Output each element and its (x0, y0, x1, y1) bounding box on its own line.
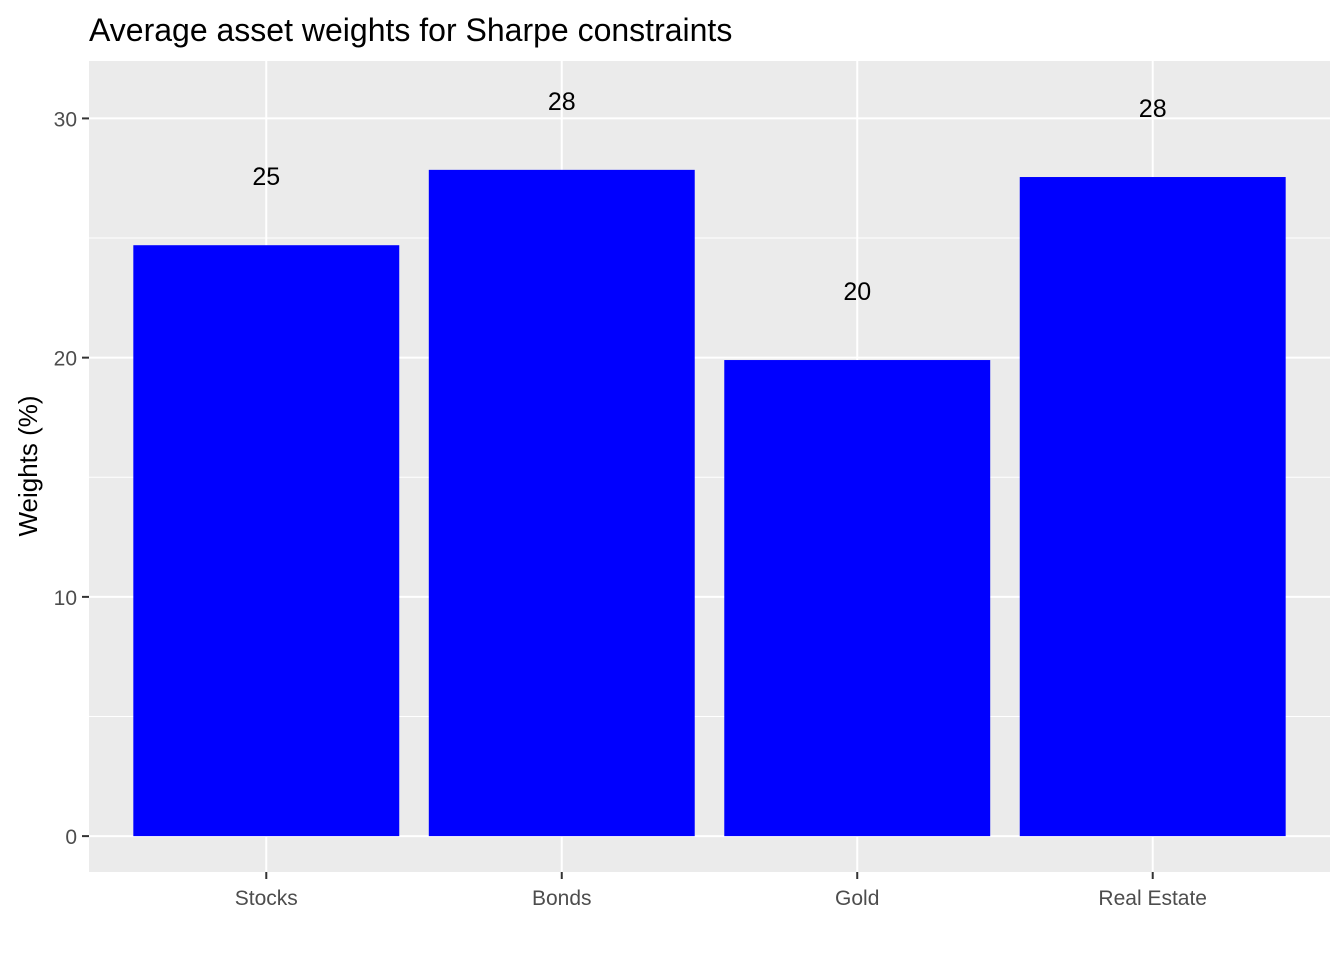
chart-title: Average asset weights for Sharpe constra… (89, 12, 732, 48)
x-tick-label: Bonds (532, 887, 592, 910)
data-label: 28 (1139, 95, 1167, 123)
bar-stocks (133, 245, 400, 837)
y-tick-label: 20 (54, 348, 77, 371)
y-tick-label: 0 (65, 826, 77, 849)
x-axis: Stocks Bonds Gold Real Estate (235, 872, 1207, 910)
data-label: 25 (252, 163, 280, 191)
y-tick-label: 30 (54, 108, 77, 131)
bar-gold (724, 360, 991, 837)
y-tick-label: 10 (54, 587, 77, 610)
y-axis: 0 10 20 30 (54, 108, 89, 849)
x-tick-label: Stocks (235, 887, 298, 910)
data-label: 20 (843, 278, 871, 306)
bar-real-estate (1019, 177, 1286, 837)
bar-bonds (428, 169, 695, 837)
bars-group (133, 169, 1286, 837)
x-tick-label: Gold (835, 887, 879, 910)
x-tick-label: Real Estate (1098, 887, 1207, 910)
y-axis-title: Weights (%) (13, 395, 43, 536)
data-label: 28 (548, 88, 576, 116)
data-labels-group: 25 28 20 28 (252, 88, 1166, 306)
